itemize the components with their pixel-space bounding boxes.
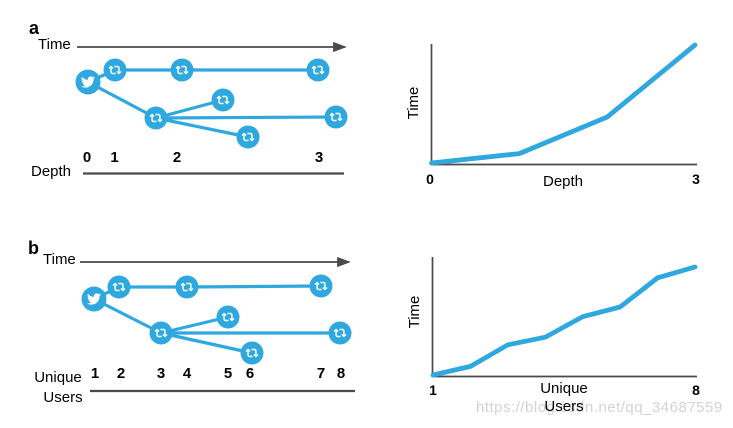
chart-a-curve <box>429 42 698 166</box>
chart-a-ylabel: Time <box>404 86 422 120</box>
retweet-node <box>240 341 264 365</box>
chart-b-ylabel: Time <box>405 295 423 329</box>
chart-a-xlabel: Depth <box>542 173 584 190</box>
retweet-node <box>211 88 235 112</box>
chart-b-axes <box>431 257 697 378</box>
cascade-edge <box>87 80 157 120</box>
retweet-node <box>170 58 194 82</box>
retweet-node <box>144 106 168 130</box>
panel-b-time-label: Time <box>43 251 76 268</box>
retweet-node <box>103 58 127 82</box>
cascade-edge <box>155 98 224 120</box>
retweet-node <box>309 274 333 298</box>
panel-b-users-label-line1: Unique <box>34 369 82 386</box>
retweet-node <box>328 321 352 345</box>
retweet-node <box>236 125 260 149</box>
chart-b-xlabel-line2: Users <box>544 398 584 415</box>
retweet-node <box>175 275 199 299</box>
retweet-node <box>149 321 173 345</box>
tweet-origin-node <box>81 286 107 312</box>
chart-b-xlabel-line1: Unique <box>540 380 588 397</box>
retweet-node <box>324 105 348 129</box>
tweet-origin-node <box>75 69 101 95</box>
cascade-edge <box>155 115 337 120</box>
panel-b-users-label-line2: Users <box>43 389 83 406</box>
chart-b-xtick-min: 1 <box>429 382 437 398</box>
cascade-edge <box>160 331 253 355</box>
cascade-edge <box>93 297 162 335</box>
cascade-b-nodes <box>81 274 352 365</box>
panel-a-depth-label: Depth <box>31 163 72 180</box>
chart-a-xtick-max: 3 <box>692 171 700 187</box>
retweet-node <box>306 58 330 82</box>
panel-a-time-label: Time <box>38 36 71 53</box>
panel-b-letter: b <box>28 238 39 258</box>
chart-a-xtick-min: 0 <box>426 171 434 187</box>
retweet-node <box>216 305 240 329</box>
chart-b-xtick-max: 8 <box>692 382 700 398</box>
chart-b-curve <box>430 264 698 378</box>
cascade-edge <box>186 284 322 289</box>
cascade-a-nodes <box>75 58 348 149</box>
csdn-watermark: https://blog.csdn.net/qq_34687559 <box>476 399 723 416</box>
cascade-a-edges <box>87 68 337 139</box>
chart-a-axes <box>430 44 697 166</box>
panel-a-letter: a <box>29 18 40 38</box>
retweet-node <box>107 275 131 299</box>
cascade-edge <box>155 116 249 139</box>
